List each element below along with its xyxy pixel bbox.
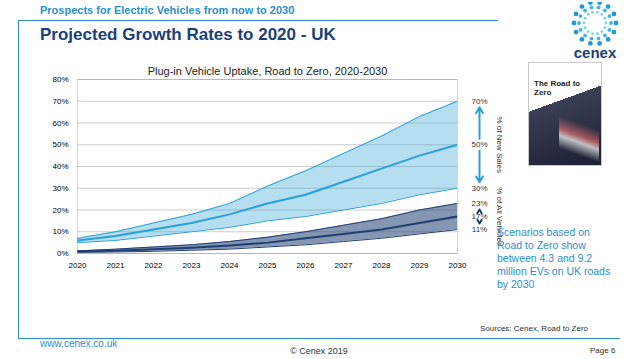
html-text:www.cenex.co.uk: www.cenex.co.uk (40, 338, 118, 349)
svg-text:50%: 50% (52, 140, 68, 149)
svg-text:2029: 2029 (411, 261, 429, 270)
svg-text:2024: 2024 (221, 261, 239, 270)
svg-text:50%: 50% (471, 140, 487, 149)
html-text:The Road to Zero: The Road to Zero (534, 79, 581, 97)
svg-text:10%: 10% (52, 227, 68, 236)
svg-text:30%: 30% (471, 184, 487, 193)
html-text:Scenarios based on Road to Zer: Scenarios based on Road to Zero show bet… (497, 226, 611, 290)
svg-text:% of All Vehicles: % of All Vehicles (494, 187, 504, 246)
svg-text:40%: 40% (52, 162, 68, 171)
svg-text:80%: 80% (52, 75, 68, 84)
svg-text:2027: 2027 (335, 261, 353, 270)
html-text:© Cenex 2019: © Cenex 2019 (290, 346, 348, 356)
html-text:Sources: Cenex, Road to Zero: Sources: Cenex, Road to Zero (480, 324, 589, 333)
html-text:Page 6: Page 6 (590, 346, 616, 355)
svg-text:70%: 70% (471, 97, 487, 106)
svg-text:30%: 30% (52, 184, 68, 193)
svg-text:Plug-in Vehicle Uptake, Road t: Plug-in Vehicle Uptake, Road to Zero, 20… (148, 65, 388, 77)
svg-text:20%: 20% (52, 206, 68, 215)
svg-text:cenex: cenex (574, 44, 617, 61)
svg-text:0%: 0% (57, 249, 69, 258)
svg-text:60%: 60% (52, 119, 68, 128)
svg-text:11%: 11% (472, 225, 487, 234)
svg-text:23%: 23% (471, 199, 487, 208)
svg-text:2022: 2022 (145, 261, 163, 270)
svg-text:2025: 2025 (259, 261, 277, 270)
svg-text:% of New Sales: % of New Sales (495, 117, 504, 173)
svg-text:2026: 2026 (297, 261, 315, 270)
svg-text:17%: 17% (471, 212, 487, 221)
svg-text:2028: 2028 (373, 261, 391, 270)
svg-text:70%: 70% (52, 97, 68, 106)
svg-text:2030: 2030 (449, 261, 467, 270)
svg-text:2023: 2023 (183, 261, 201, 270)
svg-text:2021: 2021 (107, 261, 125, 270)
html-text:Prospects for Electric Vehicle: Prospects for Electric Vehicles from now… (40, 4, 295, 16)
html-text:Projected Growth Rates to 2020: Projected Growth Rates to 2020 - UK (40, 25, 336, 44)
svg-text:2020: 2020 (69, 261, 87, 270)
